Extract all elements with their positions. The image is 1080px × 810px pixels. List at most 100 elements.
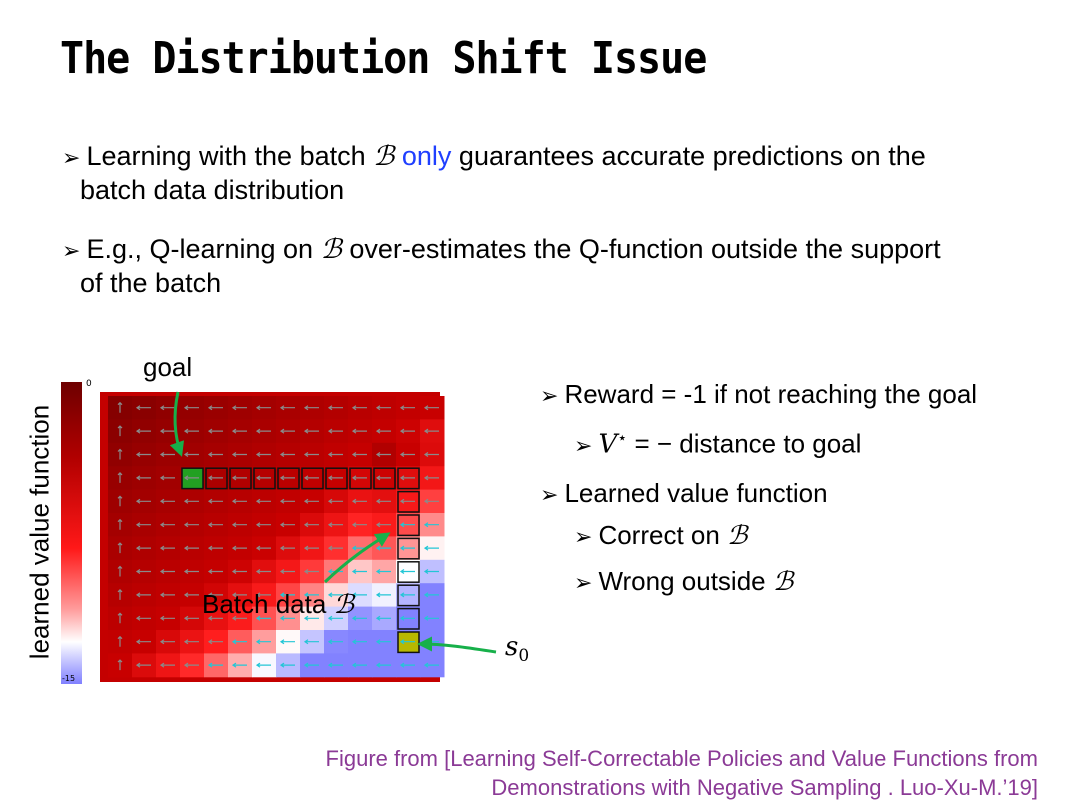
bullet-text: over-estimates the Q-function outside th…: [341, 234, 941, 264]
policy-arrow: [351, 615, 367, 621]
colorbar-min-label: -15: [62, 674, 75, 683]
policy-arrow: [207, 452, 223, 457]
bullet-learned: ➢ Learned value function: [540, 478, 828, 510]
arrow-bullet-icon: ➢: [540, 383, 559, 408]
policy-arrow: [327, 592, 343, 598]
policy-arrow: [351, 452, 367, 457]
policy-arrow: [231, 498, 247, 504]
caption-line1: Figure from [Learning Self-Correctable P…: [325, 746, 1038, 771]
policy-arrow: [351, 475, 367, 481]
policy-arrow: [207, 615, 223, 621]
policy-arrow: [135, 569, 151, 574]
policy-arrow: [351, 639, 367, 645]
bullet-batch-only: ➢ Learning with the batch ℬ only guarante…: [62, 140, 1062, 207]
policy-arrow: [375, 662, 391, 668]
policy-arrow: [399, 475, 415, 481]
policy-arrow: [135, 452, 151, 457]
policy-arrow: [255, 405, 271, 411]
policy-arrow: [375, 498, 391, 504]
policy-arrow: [423, 428, 439, 434]
batch-symbol: ℬ: [373, 141, 395, 172]
policy-arrow: [207, 662, 223, 668]
policy-arrow: [279, 405, 295, 411]
batch-path-cell: [325, 467, 348, 490]
arrow-bullet-icon: ➢: [540, 482, 559, 507]
caption-line2: Demonstrations with Negative Sampling . …: [491, 775, 1038, 800]
policy-arrow: [255, 615, 271, 621]
policy-arrow: [159, 498, 175, 504]
policy-arrow: [279, 475, 295, 481]
s0-label: s0: [505, 632, 529, 666]
s0-subscript: 0: [518, 646, 530, 667]
bullet-text: Wrong outside: [598, 566, 773, 596]
policy-arrow: [135, 475, 151, 481]
policy-arrow: [117, 589, 123, 600]
policy-arrow: [279, 522, 295, 528]
policy-arrow: [327, 545, 343, 551]
bullet-q-learning: ➢ E.g., Q-learning on ℬ over-estimates th…: [62, 233, 1072, 300]
policy-arrow: [327, 428, 343, 434]
slide-title: The Distribution Shift Issue: [60, 34, 707, 84]
policy-arrow: [351, 405, 367, 411]
policy-arrow: [303, 639, 319, 645]
policy-arrow: [183, 569, 199, 574]
policy-arrow: [303, 475, 319, 481]
policy-arrow: [117, 425, 123, 437]
batch-data-text: Batch data: [202, 589, 334, 619]
policy-arrows: [117, 401, 439, 671]
batch-arrow: [323, 532, 391, 584]
batch-path-cell: [397, 561, 420, 583]
policy-arrow: [207, 639, 223, 645]
policy-arrow: [423, 452, 439, 457]
colorbar: [61, 382, 82, 684]
policy-arrow: [255, 475, 271, 481]
arrow-bullet-icon: ➢: [574, 570, 593, 595]
policy-arrow: [399, 452, 415, 457]
policy-arrow: [303, 615, 319, 621]
policy-arrow: [231, 452, 247, 457]
policy-arrow: [327, 615, 343, 621]
batch-symbol: ℬ: [333, 590, 354, 620]
policy-arrow: [351, 428, 367, 434]
bullet-text: Reward = -1 if not reaching the goal: [564, 379, 978, 409]
policy-arrow: [351, 522, 367, 528]
policy-arrow: [159, 592, 175, 598]
policy-arrow: [255, 498, 271, 504]
policy-arrow: [303, 498, 319, 504]
v-star-symbol: V: [598, 429, 618, 460]
policy-arrow: [303, 452, 319, 457]
policy-arrow: [351, 569, 367, 574]
policy-arrow: [423, 569, 439, 574]
policy-arrow: [399, 428, 415, 434]
arrow-bullet-icon: ➢: [574, 524, 593, 549]
equals-minus: = −: [627, 428, 680, 459]
policy-arrow: [231, 545, 247, 551]
policy-arrow: [183, 592, 199, 598]
policy-arrow: [207, 592, 223, 598]
policy-arrow: [207, 475, 223, 481]
policy-arrow: [159, 615, 175, 621]
policy-arrow: [159, 475, 175, 481]
policy-arrow: [231, 615, 247, 621]
policy-arrow: [183, 639, 199, 645]
policy-arrow: [423, 522, 439, 528]
bullet-reward: ➢ Reward = -1 if not reaching the goal: [540, 379, 977, 411]
policy-arrow: [399, 592, 415, 598]
batch-path-cell: [373, 467, 396, 490]
policy-arrow: [303, 569, 319, 574]
policy-arrow: [423, 662, 439, 668]
policy-arrow: [351, 592, 367, 598]
policy-arrow: [279, 428, 295, 434]
bullet-text: distance to goal: [679, 428, 862, 459]
policy-arrow: [117, 472, 123, 483]
policy-arrow: [327, 475, 343, 481]
policy-arrow: [183, 428, 199, 434]
policy-arrow: [399, 569, 415, 574]
policy-arrow: [303, 522, 319, 528]
policy-arrow: [255, 522, 271, 528]
policy-arrow: [279, 662, 295, 668]
arrow-bullet-icon: ➢: [574, 432, 593, 458]
policy-arrow: [255, 569, 271, 574]
policy-arrow: [135, 498, 151, 504]
policy-arrow: [183, 405, 199, 411]
